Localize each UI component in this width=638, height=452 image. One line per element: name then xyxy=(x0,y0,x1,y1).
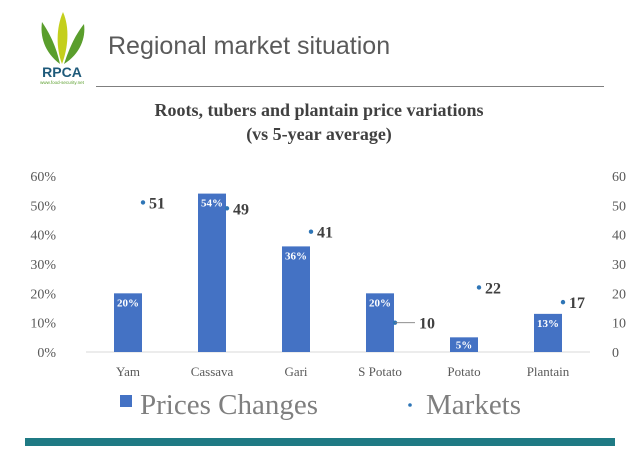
legend-marker-markets xyxy=(408,403,412,407)
bar-value-label: 20% xyxy=(369,297,391,309)
marker-value-label: 51 xyxy=(149,195,165,212)
left-axis-tick-label: 30% xyxy=(30,258,56,273)
chart-title: Roots, tubers and plantain price variati… xyxy=(154,100,484,120)
rpca-logo: RPCA www.food-security.net xyxy=(40,12,85,85)
left-axis-tick-label: 20% xyxy=(30,287,56,302)
title-divider xyxy=(96,86,604,87)
marker-value-label: 22 xyxy=(485,280,501,297)
logo-text: RPCA xyxy=(42,64,82,80)
logo-leaf-center xyxy=(57,12,68,64)
x-axis-category-label: Plantain xyxy=(527,364,570,379)
bar-value-label: 54% xyxy=(201,198,223,210)
legend-swatch-prices xyxy=(120,395,132,407)
right-axis-tick-label: 30 xyxy=(612,258,626,273)
right-axis-tick-label: 10 xyxy=(612,317,626,332)
left-axis-tick-label: 40% xyxy=(30,229,56,244)
page-title: Regional market situation xyxy=(108,32,391,60)
marker-value-label: 17 xyxy=(569,295,585,312)
chart-subtitle: (vs 5-year average) xyxy=(246,124,392,144)
left-axis-tick-label: 50% xyxy=(30,199,56,214)
price-change-bar xyxy=(282,246,310,352)
market-count-marker xyxy=(140,200,146,205)
bar-value-label: 5% xyxy=(456,340,473,352)
marker-value-label: 10 xyxy=(419,316,435,333)
right-axis-tick-label: 0 xyxy=(612,346,619,361)
price-change-bar xyxy=(534,313,562,352)
market-count-marker xyxy=(560,299,566,305)
right-axis-tick-label: 60 xyxy=(612,170,626,185)
marker-value-label: 49 xyxy=(233,201,249,218)
left-axis-tick-label: 10% xyxy=(30,317,56,332)
footer-accent-bar xyxy=(25,438,615,446)
market-count-marker xyxy=(224,206,230,211)
market-count-marker xyxy=(476,285,482,290)
bar-value-label: 36% xyxy=(285,250,307,262)
logo-leaf-left xyxy=(41,22,60,64)
logo-leaf-right xyxy=(64,24,85,64)
x-axis-category-label: Yam xyxy=(116,364,140,379)
right-axis-tick-label: 20 xyxy=(612,287,626,302)
bar-value-label: 13% xyxy=(537,318,559,330)
left-axis-tick-label: 0% xyxy=(37,346,56,361)
logo-subtext: www.food-security.net xyxy=(40,80,84,85)
x-axis-category-label: S Potato xyxy=(358,364,402,379)
right-axis-tick-label: 40 xyxy=(612,229,626,244)
price-change-bar xyxy=(114,293,142,352)
x-axis-category-label: Cassava xyxy=(191,364,234,379)
right-axis-tick-label: 50 xyxy=(612,199,626,214)
price-change-bar xyxy=(450,337,478,352)
bar-value-label: 20% xyxy=(117,297,139,309)
x-axis-category-label: Gari xyxy=(284,364,307,379)
price-change-bar xyxy=(366,293,394,352)
price-variation-chart: 0% 10% 20% 30% 40% 50% 60% 0 10 20 30 40 50 60 20% 54% 3… xyxy=(30,170,626,421)
left-axis-tick-label: 60% xyxy=(30,170,56,185)
x-axis-category-label: Potato xyxy=(447,364,480,379)
marker-value-label: 41 xyxy=(317,225,333,242)
price-change-bar xyxy=(198,193,226,352)
legend-label-prices: Prices Changes xyxy=(140,389,318,421)
legend-label-markets: Markets xyxy=(426,389,521,421)
market-count-marker xyxy=(308,229,314,234)
